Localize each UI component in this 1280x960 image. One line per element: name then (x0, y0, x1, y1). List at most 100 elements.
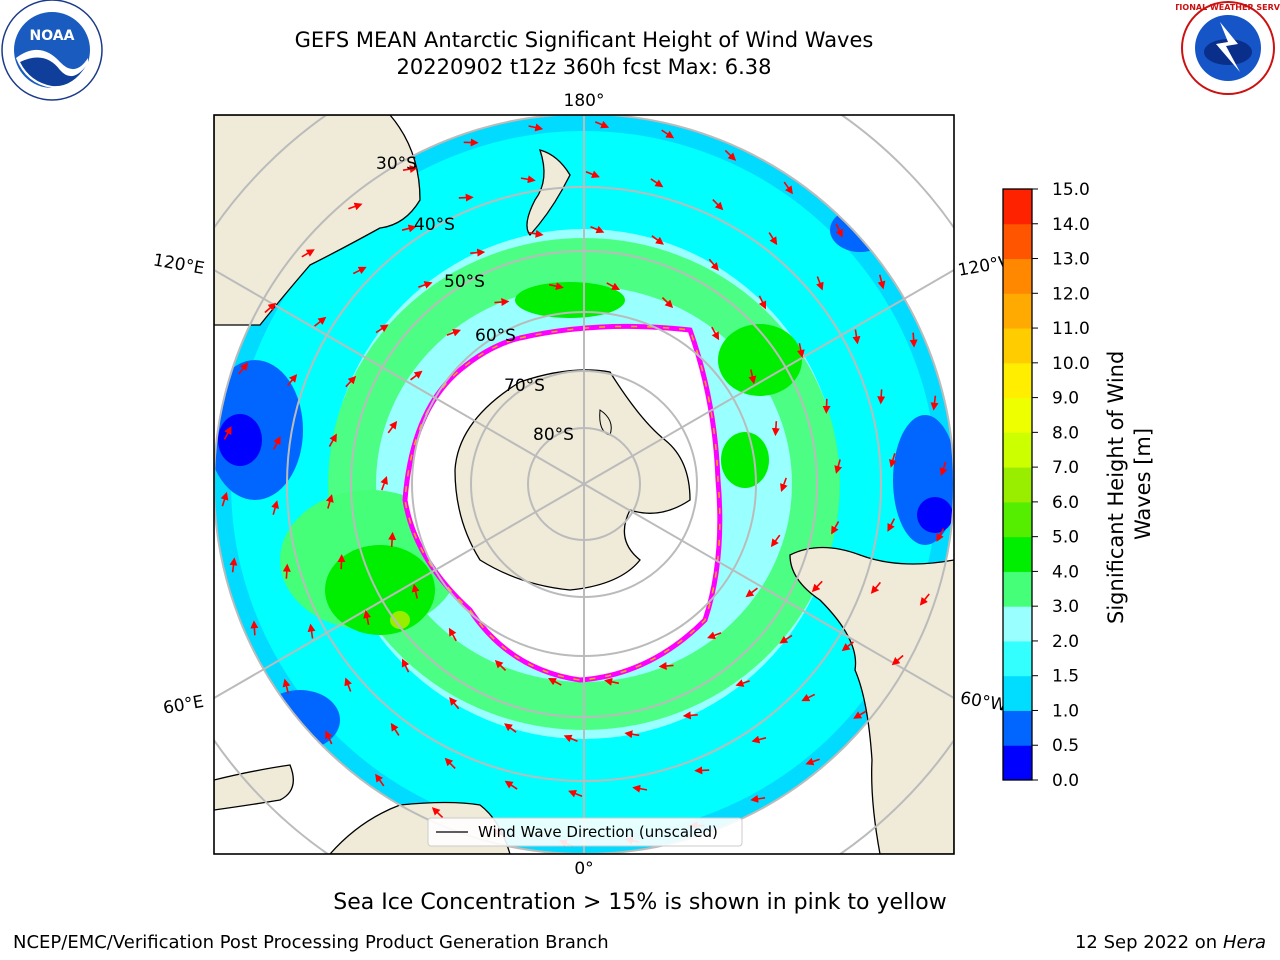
wave-direction-arrow (238, 362, 249, 375)
graticule (214, 115, 954, 854)
wave-direction-arrow (748, 369, 757, 385)
legend-label: Wind Wave Direction (unscaled) (478, 823, 718, 841)
colorbar-swatch (1003, 258, 1032, 294)
wave-direction-arrow (264, 302, 277, 314)
wave-direction-arrow (604, 677, 619, 686)
colorbar-swatch (1003, 189, 1032, 225)
wave-direction-arrow (585, 170, 600, 179)
wave-direction-arrow (402, 165, 418, 174)
wave-direction-arrow (504, 723, 517, 733)
wave-direction-arrow (711, 326, 720, 341)
colorbar-tick-label: 0.5 (1052, 736, 1079, 756)
map-legend: Wind Wave Direction (unscaled) (427, 817, 743, 847)
colorbar-tick-label: 3.0 (1052, 597, 1079, 617)
wave-direction-arrow (658, 661, 674, 670)
colorbar-tick-label: 8.0 (1052, 423, 1079, 443)
wave-direction-arrow (250, 620, 259, 636)
wave-direction-arrow (363, 610, 372, 625)
wave-direction-arrow (783, 181, 793, 195)
colorbar-tick-label: 0.0 (1052, 771, 1079, 791)
nws-logo: NATIONAL WEATHER SERVICE (1176, 1, 1280, 95)
colorbar-tick-label: 15.0 (1052, 180, 1090, 200)
wave-direction-arrow (831, 521, 840, 535)
wave-direction-arrow (712, 198, 724, 211)
colorbar-swatch (1003, 328, 1032, 364)
wave-direction-arrow (780, 477, 788, 492)
wind-wave-arrows (220, 120, 948, 848)
wave-direction-arrow (448, 627, 457, 642)
wave-direction-arrow (458, 193, 474, 202)
chart-title: GEFS MEAN Antarctic Significant Height o… (294, 28, 874, 52)
wave-direction-arrow (345, 375, 357, 388)
wave-direction-arrow (891, 654, 904, 666)
wave-direction-arrow (816, 276, 824, 291)
colorbar-swatch (1003, 745, 1032, 781)
wave-direction-arrow (494, 298, 510, 307)
colorbar-swatch (1003, 501, 1032, 538)
wave-direction-arrow (682, 711, 698, 720)
wave-direction-arrow (444, 757, 456, 770)
wave-direction-arrow (401, 658, 410, 673)
wave-direction-arrow (411, 583, 420, 599)
wave-direction-arrow (939, 461, 948, 477)
wave-direction-arrow (282, 678, 291, 694)
sea-ice-note: Sea Ice Concentration > 15% is shown in … (333, 890, 947, 915)
wave-direction-arrow (282, 563, 291, 579)
chart-subtitle: 20220902 t12z 360h fcst Max: 6.38 (396, 55, 772, 79)
colorbar-tick-label: 9.0 (1052, 389, 1079, 409)
wave-direction-arrow (548, 677, 562, 686)
wave-direction-arrow (887, 518, 896, 532)
lat-label-60s: 60°S (475, 326, 516, 346)
wave-direction-arrow (504, 780, 518, 790)
nws-ring-text: NATIONAL WEATHER SERVICE (1176, 3, 1280, 12)
wave-direction-arrow (388, 531, 397, 547)
wave-direction-arrow (745, 587, 758, 598)
lat-label-70s: 70°S (504, 376, 545, 396)
wave-direction-arrow (380, 476, 388, 491)
wave-direction-arrow (418, 281, 433, 289)
colorbar-tick-label: 13.0 (1052, 250, 1090, 270)
colorbar-tick-label: 12.0 (1052, 284, 1090, 304)
wave-direction-arrow (877, 389, 886, 405)
wave-direction-arrow (301, 249, 315, 258)
wave-direction-arrow (286, 374, 298, 387)
wave-direction-arrow (852, 329, 861, 345)
colorbar-swatch (1003, 467, 1032, 503)
wave-direction-arrow (796, 343, 805, 358)
wave-direction-arrow (348, 202, 363, 211)
colorbar-tick-label: 1.5 (1052, 667, 1079, 687)
wave-direction-arrow (834, 459, 843, 474)
colorbar-tick-label: 10.0 (1052, 354, 1090, 374)
noaa-logo-text: NOAA (30, 28, 75, 44)
land-south-america (789, 546, 954, 854)
wave-direction-arrow (375, 324, 389, 334)
noaa-logo: NOAA (1, 0, 103, 101)
wave-direction-arrow (909, 332, 918, 348)
wave-direction-arrow (563, 734, 578, 743)
colorbar-tick-label: 14.0 (1052, 215, 1090, 235)
wave-direction-arrow (624, 730, 640, 739)
wave-direction-arrow (223, 426, 232, 440)
wave-direction-arrow (314, 316, 327, 327)
wave-direction-arrow (771, 421, 780, 437)
colorbar-tick-label: 11.0 (1052, 319, 1090, 339)
wave-direction-arrow (325, 494, 334, 509)
wave-direction-arrow (919, 593, 930, 606)
lat-label-80s: 80°S (533, 425, 574, 445)
wave-direction-arrow (877, 274, 886, 290)
colorbar-tick-label: 4.0 (1052, 562, 1079, 582)
colorbar-swatch (1003, 640, 1032, 677)
wave-direction-arrow (410, 370, 423, 381)
wave-direction-arrow (811, 580, 823, 593)
wave-direction-arrow (594, 120, 610, 129)
wave-direction-arrow (930, 395, 939, 411)
credit-text: NCEP/EMC/Verification Post Processing Pr… (13, 932, 609, 953)
wave-direction-arrow (344, 677, 352, 692)
colorbar-swatch (1003, 675, 1032, 711)
wave-direction-arrow (735, 679, 750, 687)
colorbar-swatch (1003, 362, 1032, 399)
wave-direction-arrow (751, 735, 767, 744)
antarctica (454, 369, 691, 591)
wave-direction-arrow (606, 282, 620, 291)
